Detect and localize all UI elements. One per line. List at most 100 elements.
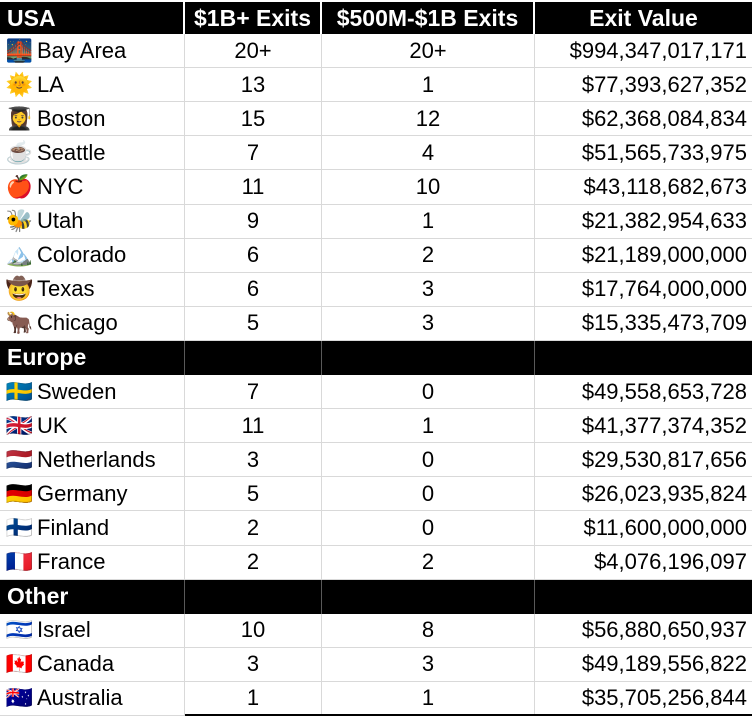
section-header-blank-cell[interactable] [185, 340, 322, 376]
exits-500m-1b-cell[interactable]: 0 [322, 443, 535, 478]
section-header-blank-cell[interactable] [322, 340, 535, 376]
coffee-icon: ☕ [5, 139, 34, 165]
exits-1b-cell[interactable]: 1 [185, 681, 322, 716]
exits-1b-cell[interactable]: 3 [185, 647, 322, 682]
exits-500m-1b-cell[interactable]: 1 [322, 409, 535, 444]
region-cell[interactable]: 🇸🇪 Sweden [0, 375, 185, 410]
region-cell[interactable]: 🌉 Bay Area [0, 34, 185, 69]
region-label: Finland [37, 514, 110, 540]
exits-1b-cell[interactable]: 7 [185, 375, 322, 410]
exits-1b-cell[interactable]: 6 [185, 272, 322, 307]
region-cell[interactable]: 🇳🇱 Netherlands [0, 443, 185, 478]
exit-value-cell[interactable]: $17,764,000,000 [535, 273, 752, 307]
section-header-blank-cell[interactable] [322, 579, 535, 614]
exits-500m-1b-cell[interactable]: 10 [322, 170, 535, 205]
next-row-edge [185, 713, 752, 716]
exits-500m-1b-cell[interactable]: 12 [322, 102, 535, 137]
exits-500m-1b-cell[interactable]: 2 [322, 238, 535, 273]
flag-netherlands-icon: 🇳🇱 [5, 446, 34, 472]
exit-value-cell[interactable]: $51,565,733,975 [535, 136, 752, 171]
region-cell[interactable]: 👩‍🎓 Boston [0, 102, 185, 137]
woman-graduate-icon: 👩‍🎓 [5, 105, 34, 131]
exit-value-cell[interactable]: $21,189,000,000 [535, 239, 752, 273]
region-label: Sweden [37, 378, 117, 404]
exit-value-cell[interactable]: $21,382,954,633 [535, 205, 752, 239]
section-header-blank-cell[interactable] [185, 579, 322, 614]
region-cell[interactable]: ☕ Seattle [0, 136, 185, 171]
exits-500m-1b-cell[interactable]: 1 [322, 681, 535, 716]
exits-1b-cell[interactable]: 9 [185, 204, 322, 239]
exits-1b-cell[interactable]: 13 [185, 68, 322, 103]
region-cell[interactable]: 🌞 LA [0, 68, 185, 103]
exits-1b-cell[interactable]: 6 [185, 238, 322, 273]
region-label: LA [37, 71, 64, 97]
region-cell[interactable]: 🇦🇺 Australia [0, 681, 185, 716]
exit-value-cell[interactable]: $29,530,817,656 [535, 443, 752, 478]
section-header-other[interactable]: Other [0, 579, 185, 614]
exits-1b-cell[interactable]: 10 [185, 613, 322, 648]
region-label: Seattle [37, 139, 106, 165]
exits-500m-1b-cell[interactable]: 1 [322, 204, 535, 239]
exits-1b-cell[interactable]: 11 [185, 170, 322, 205]
exit-value-cell[interactable]: $15,335,473,709 [535, 307, 752, 341]
exit-value-cell[interactable]: $994,347,017,171 [535, 34, 752, 69]
region-cell[interactable]: 🐝 Utah [0, 204, 185, 239]
sun-with-face-icon: 🌞 [5, 71, 34, 97]
exits-1b-cell[interactable]: 3 [185, 443, 322, 478]
exit-value-cell[interactable]: $77,393,627,352 [535, 68, 752, 103]
exits-500m-1b-cell[interactable]: 3 [322, 272, 535, 307]
region-cell[interactable]: 🇮🇱 Israel [0, 613, 185, 648]
exit-value-cell[interactable]: $4,076,196,097 [535, 546, 752, 580]
exits-1b-cell[interactable]: 15 [185, 102, 322, 137]
exit-value-cell[interactable]: $62,368,084,834 [535, 102, 752, 137]
region-cell[interactable]: 🇫🇷 France [0, 545, 185, 580]
region-cell[interactable]: 🐂 Chicago [0, 306, 185, 341]
exit-value-cell[interactable]: $56,880,650,937 [535, 614, 752, 648]
header-cell-500m-1b-exits[interactable]: $500M-$1B Exits [322, 0, 535, 35]
section-header-blank-cell[interactable] [535, 340, 752, 376]
exits-500m-1b-cell[interactable]: 20+ [322, 34, 535, 69]
exits-500m-1b-cell[interactable]: 0 [322, 511, 535, 546]
header-cell-usa[interactable]: USA [0, 0, 185, 35]
section-header-blank-cell[interactable] [535, 579, 752, 614]
bridge-at-night-icon: 🌉 [5, 37, 34, 63]
region-label: Canada [37, 651, 115, 677]
exit-value-cell[interactable]: $35,705,256,844 [535, 682, 752, 716]
exit-value-cell[interactable]: $49,189,556,822 [535, 648, 752, 682]
exit-value-cell[interactable]: $49,558,653,728 [535, 375, 752, 410]
header-cell-exit-value[interactable]: Exit Value [535, 0, 752, 35]
region-cell[interactable]: 🇬🇧 UK [0, 409, 185, 444]
section-header-europe[interactable]: Europe [0, 340, 185, 376]
region-cell[interactable]: 🍎 NYC [0, 170, 185, 205]
red-apple-icon: 🍎 [5, 174, 34, 200]
region-cell[interactable]: 🇨🇦 Canada [0, 647, 185, 682]
region-cell[interactable]: 🏔️ Colorado [0, 238, 185, 273]
exit-value-cell[interactable]: $11,600,000,000 [535, 511, 752, 546]
exits-1b-cell[interactable]: 5 [185, 477, 322, 512]
exits-500m-1b-cell[interactable]: 0 [322, 375, 535, 410]
region-label: Netherlands [37, 446, 156, 472]
exit-value-cell[interactable]: $41,377,374,352 [535, 409, 752, 444]
exits-500m-1b-cell[interactable]: 4 [322, 136, 535, 171]
region-label: Australia [37, 685, 123, 711]
exits-1b-cell[interactable]: 2 [185, 545, 322, 580]
exits-500m-1b-cell[interactable]: 3 [322, 306, 535, 341]
exits-1b-cell[interactable]: 11 [185, 409, 322, 444]
exits-1b-cell[interactable]: 20+ [185, 34, 322, 69]
exits-500m-1b-cell[interactable]: 0 [322, 477, 535, 512]
exits-1b-cell[interactable]: 5 [185, 306, 322, 341]
exits-500m-1b-cell[interactable]: 1 [322, 68, 535, 103]
region-label: Bay Area [37, 37, 127, 63]
exit-value-cell[interactable]: $26,023,935,824 [535, 477, 752, 512]
exits-500m-1b-cell[interactable]: 2 [322, 545, 535, 580]
region-cell[interactable]: 🇩🇪 Germany [0, 477, 185, 512]
region-cell[interactable]: 🇫🇮 Finland [0, 511, 185, 546]
exits-1b-cell[interactable]: 7 [185, 136, 322, 171]
exits-1b-cell[interactable]: 2 [185, 511, 322, 546]
exits-500m-1b-cell[interactable]: 3 [322, 647, 535, 682]
exits-500m-1b-cell[interactable]: 8 [322, 613, 535, 648]
flag-uk-icon: 🇬🇧 [5, 412, 34, 438]
exit-value-cell[interactable]: $43,118,682,673 [535, 170, 752, 205]
header-cell-1b-exits[interactable]: $1B+ Exits [185, 0, 322, 35]
region-cell[interactable]: 🤠 Texas [0, 272, 185, 307]
